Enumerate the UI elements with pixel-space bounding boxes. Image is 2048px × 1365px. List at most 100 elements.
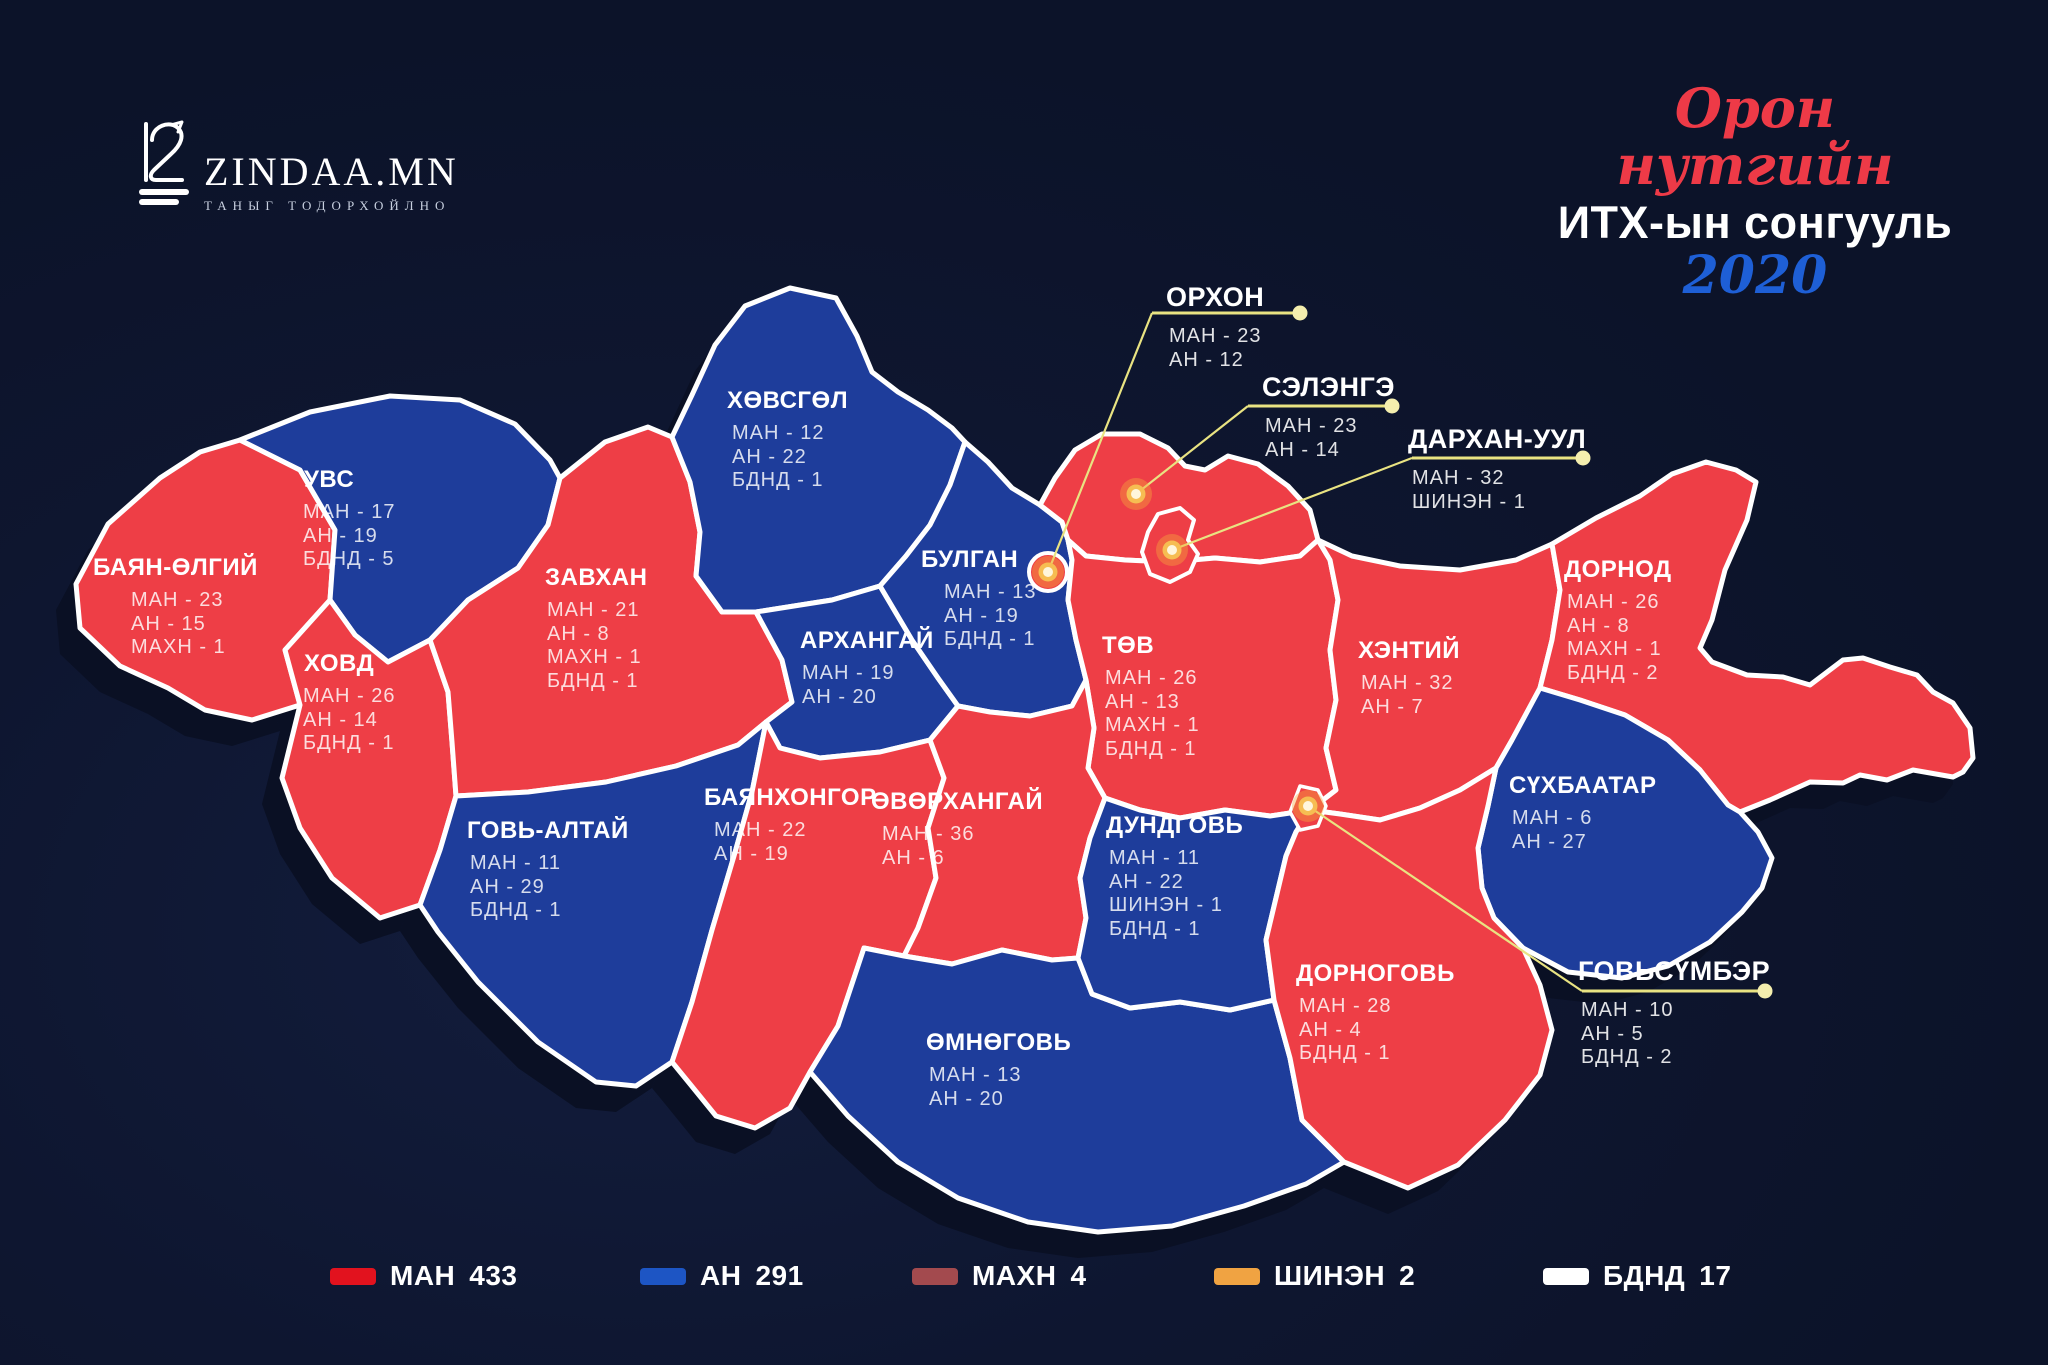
callout-end-dot-selenge xyxy=(1384,398,1400,414)
province-result-line: МАН - 13 xyxy=(929,1064,1022,1086)
province-label-khovd: ХОВД МАН - 26 АН - 14 БДНД - 1 xyxy=(303,650,395,756)
province-result-line: МАХН - 1 xyxy=(131,636,226,658)
callout-label-selenge: СЭЛЭНГЭ МАН - 23 АН - 14 xyxy=(1262,372,1395,462)
province-result-line: МАН - 36 xyxy=(882,823,975,845)
province-results: МАН - 17 АН - 19 БДНД - 5 xyxy=(303,501,395,572)
callout-label-govisumber: ГОВЬСҮМБЭР МАН - 10 АН - 5 БДНД - 2 xyxy=(1578,956,1770,1070)
province-result-line: МАН - 32 xyxy=(1412,467,1505,489)
callout-end-dot-orkhon xyxy=(1292,305,1308,321)
province-results: МАН - 12 АН - 22 БДНД - 1 xyxy=(732,422,848,493)
province-name: ДОРНОД xyxy=(1564,556,1672,583)
brand-name: ZINDAA.MN xyxy=(204,149,459,194)
location-dot xyxy=(1303,801,1313,811)
province-result-line: АН - 19 xyxy=(714,842,789,865)
province-results: МАН - 11 АН - 29 БДНД - 1 xyxy=(470,852,629,923)
page-title: Орон нутгийн ИТХ-ын сонгууль 2020 xyxy=(1535,80,1975,303)
callout-end-dot-govisumber xyxy=(1757,983,1773,999)
province-label-bayan-olgii: БАЯН-ӨЛГИЙ МАН - 23 АН - 15 МАХН - 1 xyxy=(93,554,258,660)
province-name: СҮХБААТАР xyxy=(1509,772,1657,799)
province-result-line: МАН - 23 xyxy=(1265,415,1358,437)
province-result-line: БДНД - 1 xyxy=(1109,917,1201,940)
province-result-line: МАН - 28 xyxy=(1299,995,1392,1017)
province-name: ХЭНТИЙ xyxy=(1358,637,1460,664)
province-result-line: АН - 14 xyxy=(1265,438,1340,461)
province-label-dornod: ДОРНОД МАН - 26 АН - 8 МАХН - 1 БДНД - 2 xyxy=(1564,556,1672,685)
province-result-line: МАН - 26 xyxy=(303,685,396,707)
province-results: МАН - 32 АН - 7 xyxy=(1361,672,1460,719)
legend-item-ШИНЭН: ШИНЭН 2 xyxy=(1214,1256,1415,1296)
callout-line-selenge xyxy=(1135,405,1249,495)
callout-line-darkhan-uul xyxy=(1171,456,1413,552)
legend-swatch-МАХН xyxy=(912,1267,958,1285)
legend-label: МАН 433 xyxy=(390,1260,517,1292)
legend-item-МАХН: МАХН 4 xyxy=(912,1256,1087,1296)
province-result-line: МАН - 10 xyxy=(1581,999,1674,1021)
province-result-line: АН - 22 xyxy=(1109,870,1184,893)
province-label-khovsgol: ХӨВСГӨЛ МАН - 12 АН - 22 БДНД - 1 xyxy=(727,387,848,493)
callout-label-orkhon: ОРХОН МАН - 23 АН - 12 xyxy=(1166,282,1264,372)
province-label-dornogovi: ДОРНОГОВЬ МАН - 28 АН - 4 БДНД - 1 xyxy=(1296,960,1455,1066)
province-result-line: МАН - 26 xyxy=(1567,591,1660,613)
province-result-line: МАН - 12 xyxy=(732,422,825,444)
province-results: МАН - 13 АН - 20 xyxy=(929,1064,1071,1111)
province-results: МАН - 32 ШИНЭН - 1 xyxy=(1412,467,1586,514)
province-label-tuv: ТӨВ МАН - 26 АН - 13 МАХН - 1 БДНД - 1 xyxy=(1102,632,1200,761)
title-year: 2020 xyxy=(1682,244,1828,306)
province-result-line: АН - 20 xyxy=(929,1087,1004,1110)
legend-party-name: АН xyxy=(700,1260,742,1291)
province-name: ТӨВ xyxy=(1102,632,1155,659)
legend-label: АН 291 xyxy=(700,1260,804,1292)
province-result-line: МАН - 11 xyxy=(470,852,561,874)
province-label-khentii: ХЭНТИЙ МАН - 32 АН - 7 xyxy=(1358,637,1460,719)
province-results: МАН - 26 АН - 13 МАХН - 1 БДНД - 1 xyxy=(1105,667,1200,761)
province-result-line: МАН - 22 xyxy=(714,819,807,841)
legend-swatch-АН xyxy=(640,1267,686,1285)
province-result-line: АН - 15 xyxy=(131,612,206,635)
province-results: МАН - 21 АН - 8 МАХН - 1 БДНД - 1 xyxy=(547,599,647,693)
province-name: ДУНДГОВЬ xyxy=(1106,812,1244,839)
province-name: АРХАНГАЙ xyxy=(800,627,934,654)
province-result-line: БДНД - 1 xyxy=(547,669,639,692)
province-result-line: АН - 5 xyxy=(1581,1022,1644,1045)
province-results: МАН - 19 АН - 20 xyxy=(802,662,934,709)
legend-party-total: 291 xyxy=(755,1260,804,1291)
legend-label: ШИНЭН 2 xyxy=(1274,1260,1415,1292)
province-results: МАН - 26 АН - 8 МАХН - 1 БДНД - 2 xyxy=(1567,591,1672,685)
province-result-line: БДНД - 5 xyxy=(303,548,395,570)
legend-item-АН: АН 291 xyxy=(640,1256,804,1296)
province-name: ГОВЬСҮМБЭР xyxy=(1578,956,1771,986)
province-name: ДОРНОГОВЬ xyxy=(1296,960,1455,987)
province-label-bulgan: БУЛГАН МАН - 13 АН - 19 БДНД - 1 xyxy=(921,546,1036,652)
province-result-line: МАХН - 1 xyxy=(547,646,642,668)
province-result-line: ШИНЭН - 1 xyxy=(1109,894,1223,916)
legend-item-МАН: МАН 433 xyxy=(330,1256,517,1296)
province-label-bayankhongor: БАЯНХОНГОР МАН - 22 АН - 19 xyxy=(704,784,877,866)
legend-party-name: ШИНЭН xyxy=(1274,1260,1386,1291)
brand-tagline: ТАНЫГ ТОДОРХОЙЛНО xyxy=(204,198,451,213)
province-result-line: БДНД - 1 xyxy=(944,628,1036,650)
province-result-line: МАН - 11 xyxy=(1109,847,1200,869)
province-result-line: БДНД - 1 xyxy=(732,469,824,491)
legend-party-name: МАХН xyxy=(972,1260,1057,1291)
province-results: МАН - 23 АН - 12 xyxy=(1169,325,1264,372)
province-label-ovorkhangai: ӨВӨРХАНГАЙ МАН - 36 АН - 6 xyxy=(871,788,1043,870)
province-results: МАН - 26 АН - 14 БДНД - 1 xyxy=(303,685,395,756)
province-result-line: АН - 13 xyxy=(1105,690,1180,713)
legend-party-name: БДНД xyxy=(1603,1260,1686,1291)
province-label-omnogovi: ӨМНӨГОВЬ МАН - 13 АН - 20 xyxy=(926,1029,1071,1111)
province-result-line: АН - 7 xyxy=(1361,695,1424,718)
province-name: ДАРХАН-УУЛ xyxy=(1408,424,1587,454)
province-results: МАН - 10 АН - 5 БДНД - 2 xyxy=(1581,999,1770,1070)
province-name: ЗАВХАН xyxy=(545,564,648,591)
province-result-line: МАН - 6 xyxy=(1512,807,1593,829)
legend-swatch-МАН xyxy=(330,1267,376,1285)
province-name: СЭЛЭНГЭ xyxy=(1262,372,1395,402)
province-result-line: МАХН - 1 xyxy=(1567,638,1662,660)
location-dot xyxy=(1131,489,1141,499)
province-results: МАН - 6 АН - 27 xyxy=(1512,807,1656,854)
province-result-line: МАН - 21 xyxy=(547,599,640,621)
province-result-line: АН - 4 xyxy=(1299,1018,1362,1041)
legend-label: МАХН 4 xyxy=(972,1260,1087,1292)
province-name: ӨМНӨГОВЬ xyxy=(926,1029,1072,1056)
